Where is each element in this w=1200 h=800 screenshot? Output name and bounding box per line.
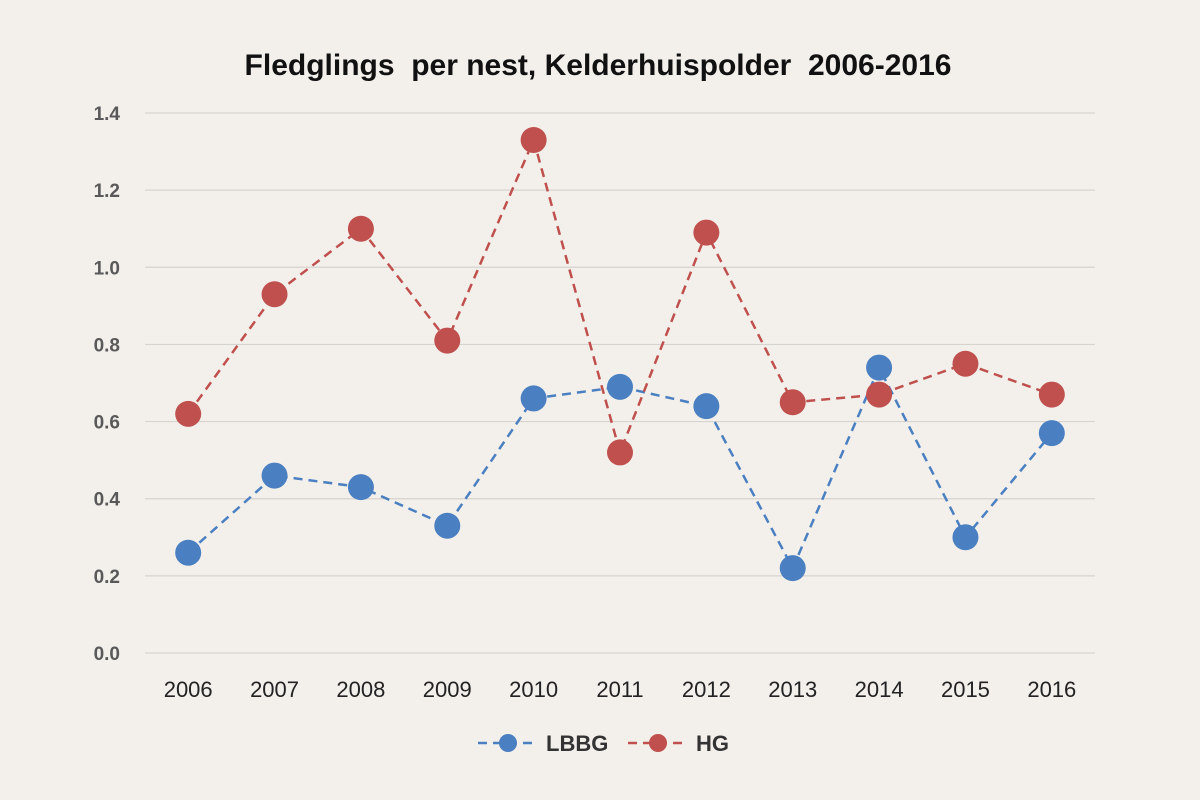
gridlines [145, 112, 1095, 654]
y-tick-label: 1.2 [94, 181, 120, 202]
y-tick-label: 1.0 [94, 258, 120, 279]
data-point [866, 354, 893, 381]
data-point [693, 219, 720, 246]
data-point [434, 327, 461, 354]
data-point [1038, 381, 1065, 408]
y-axis-ticks: 0.0 0.2 0.4 0.6 0.8 1.0 1.2 1.4 [94, 104, 121, 665]
legend-item-hg: HG [628, 731, 729, 756]
x-tick-label: 2010 [509, 677, 558, 702]
series-layer [175, 127, 1065, 582]
y-tick-label: 0.4 [94, 490, 121, 511]
x-axis-ticks: 2006 2007 2008 2009 2010 2011 2012 2013 2014 2015… [164, 677, 1077, 702]
x-tick-label: 2006 [164, 677, 213, 702]
legend-label: HG [696, 731, 729, 756]
y-tick-label: 0.0 [94, 644, 120, 665]
data-point [347, 474, 374, 501]
x-tick-label: 2015 [941, 677, 990, 702]
data-point [952, 524, 979, 551]
data-point [520, 385, 547, 412]
data-point [261, 462, 288, 489]
x-tick-label: 2014 [855, 677, 904, 702]
chart-title: Fledglings per nest, Kelderhuispolder 20… [245, 49, 952, 82]
y-tick-label: 1.4 [94, 104, 121, 125]
legend-marker [499, 734, 517, 752]
y-tick-label: 0.2 [94, 567, 120, 588]
series-line [187, 136, 1053, 457]
data-point [347, 215, 374, 242]
series-hg [175, 127, 1065, 466]
y-tick-label: 0.8 [94, 335, 120, 356]
data-point [175, 400, 202, 427]
data-point [866, 381, 893, 408]
data-point [607, 373, 633, 400]
data-point [261, 281, 288, 308]
data-point [434, 512, 461, 539]
data-point [520, 127, 547, 153]
x-tick-label: 2007 [250, 677, 299, 702]
legend: LBBG HG [478, 731, 729, 756]
data-point [1038, 420, 1065, 447]
x-tick-label: 2009 [423, 677, 472, 702]
y-tick-label: 0.6 [94, 413, 120, 434]
x-tick-label: 2008 [336, 677, 385, 702]
legend-label: LBBG [546, 731, 608, 756]
x-tick-label: 2013 [768, 677, 817, 702]
data-point [779, 389, 806, 416]
series-line [187, 364, 1053, 572]
data-point [952, 350, 979, 377]
x-tick-label: 2012 [682, 677, 731, 702]
data-point [693, 393, 720, 420]
legend-item-lbbg: LBBG [478, 731, 608, 756]
series-lbbg [175, 354, 1065, 582]
x-tick-label: 2016 [1027, 677, 1076, 702]
x-tick-label: 2011 [596, 677, 643, 702]
data-point [607, 439, 633, 466]
data-point [779, 555, 806, 582]
legend-marker [649, 734, 667, 752]
data-point [175, 539, 202, 566]
